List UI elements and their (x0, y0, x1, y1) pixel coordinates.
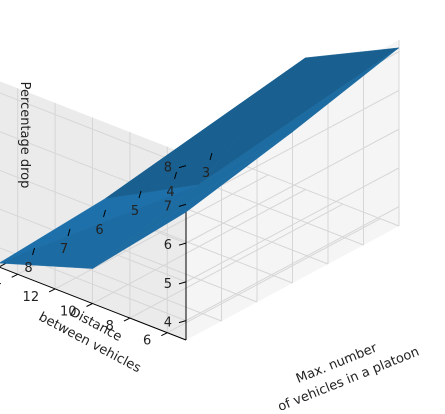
z-tick-label: 5 (164, 277, 172, 292)
surface-patch (92, 131, 293, 269)
z-tick-mark (178, 320, 187, 324)
y-tick-label: 6 (143, 334, 151, 349)
x-tick-mark (209, 152, 213, 161)
x-tick-label: 3 (202, 166, 210, 181)
x-tick-mark (67, 228, 71, 237)
y-grid-floor (54, 174, 269, 290)
z-tick-label: 7 (164, 199, 172, 214)
y-grid-floor (92, 189, 306, 304)
x-tick-label: 6 (95, 223, 103, 238)
x-tick-mark (174, 171, 177, 180)
z-grid-right-wall (185, 206, 400, 322)
x-tick-mark (32, 247, 35, 256)
y-tick-label: 14 (0, 275, 2, 290)
z-tick-mark (178, 165, 187, 169)
tick-labels: 34567896810121445678 (0, 152, 213, 349)
x-tick-mark (103, 209, 106, 218)
y-tick-label: 8 (106, 319, 114, 334)
y-tick-mark (48, 288, 56, 293)
y-tick-mark (11, 273, 18, 278)
surface-patch (198, 47, 400, 185)
z-grid-right-wall (185, 167, 400, 283)
z-tick-label: 4 (164, 316, 172, 331)
z-grid-right-wall (185, 128, 400, 244)
y-tick-mark (161, 332, 168, 337)
z-tick-mark (178, 281, 187, 285)
y-tick-mark (86, 303, 93, 307)
z-grid-left-wall (0, 92, 187, 167)
y-tick-label: 10 (60, 305, 77, 320)
x-tick-label: 5 (131, 204, 139, 219)
z-tick-mark (178, 203, 187, 207)
y-tick-mark (123, 317, 131, 322)
y-tick-label: 12 (23, 290, 40, 305)
z-tick-mark (178, 242, 187, 246)
x-tick-label: 4 (166, 185, 174, 200)
y-grid-floor (129, 203, 344, 319)
z-tick-label: 6 (164, 238, 172, 253)
z-axis-label: Percentage drop (17, 82, 32, 189)
x-tick-label: 8 (24, 261, 32, 276)
surface-patches (0, 47, 400, 269)
z-tick-label: 8 (164, 161, 172, 176)
y-grid-floor (167, 218, 381, 334)
x-tick-label: 7 (60, 242, 68, 257)
x-tick-mark (138, 190, 142, 199)
